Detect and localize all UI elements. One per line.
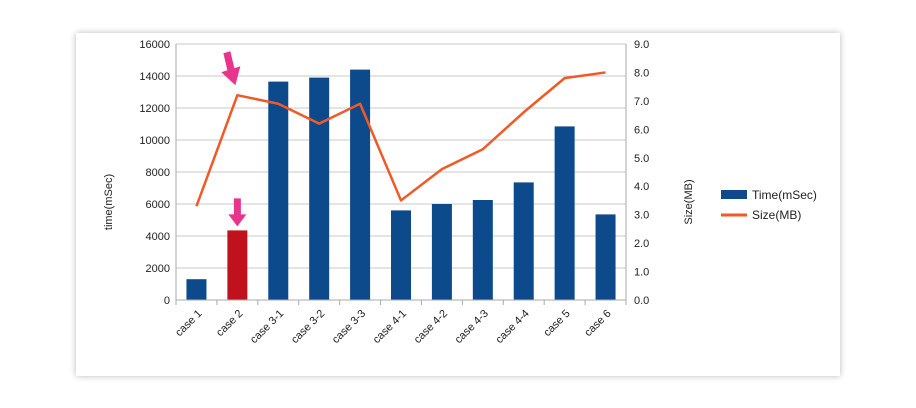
legend: Time(mSec) Size(MB) (721, 188, 817, 222)
bar (391, 210, 411, 300)
y2-axis-label: Size(MB) (683, 179, 695, 224)
x-tick-label: case 2 (214, 308, 245, 339)
y-tick-label: 10000 (139, 135, 170, 147)
axes (175, 44, 627, 305)
line-series (195, 71, 606, 207)
y2-tick-label: 9.0 (634, 39, 649, 51)
x-tick-label: case 3-2 (289, 308, 327, 346)
bar-series (186, 69, 616, 301)
y2-tick-label: 7.0 (634, 96, 649, 108)
bar (309, 77, 330, 300)
x-tick-label: case 1 (173, 308, 204, 339)
legend-label-time: Time(mSec) (752, 188, 817, 202)
x-tick-label: case 6 (582, 308, 613, 339)
y-axis-label: time(mSec) (103, 174, 115, 230)
bar (227, 230, 248, 300)
highlight-arrows (221, 51, 247, 227)
arrow-down-icon (228, 198, 247, 227)
x-tick-label: case 4-2 (412, 308, 450, 346)
x-tick-label: case 3-1 (248, 308, 286, 346)
y-tick-label: 2000 (146, 263, 170, 275)
bar (350, 69, 371, 300)
arrow-diagonal-icon (221, 51, 241, 86)
legend-swatch-time (721, 190, 747, 199)
bar (513, 182, 534, 300)
y2-tick-label: 0.0 (634, 295, 649, 307)
y2-tick-label: 3.0 (634, 210, 649, 222)
x-tick-label: case 4-3 (453, 308, 491, 346)
y-tick-label: 16000 (139, 39, 170, 51)
y-tick-label: 12000 (139, 103, 170, 115)
size-line (195, 71, 606, 207)
x-tick-label: case 4-1 (371, 308, 409, 346)
bar (595, 214, 616, 300)
y-tick-label: 14000 (139, 71, 170, 83)
bar (431, 204, 452, 300)
y2-tick-label: 1.0 (634, 267, 649, 279)
y2-tick-label: 8.0 (634, 67, 649, 79)
y-tick-label: 8000 (146, 167, 170, 179)
bar (554, 126, 575, 301)
x-tick-label: case 3-3 (330, 308, 368, 346)
y-tick-label: 6000 (146, 199, 170, 211)
y-tick-label: 4000 (146, 231, 170, 243)
y2-tick-label: 4.0 (634, 181, 649, 193)
y2-tick-label: 5.0 (634, 153, 649, 165)
bar (268, 81, 289, 300)
bar (472, 200, 493, 300)
legend-label-size: Size(MB) (752, 208, 801, 222)
y2-tick-label: 6.0 (634, 124, 649, 136)
y2-tick-label: 2.0 (634, 238, 649, 250)
x-tick-label: case 4-4 (494, 308, 532, 346)
y-tick-label: 0 (164, 295, 170, 307)
x-tick-label: case 5 (541, 308, 572, 339)
bar (186, 279, 207, 300)
